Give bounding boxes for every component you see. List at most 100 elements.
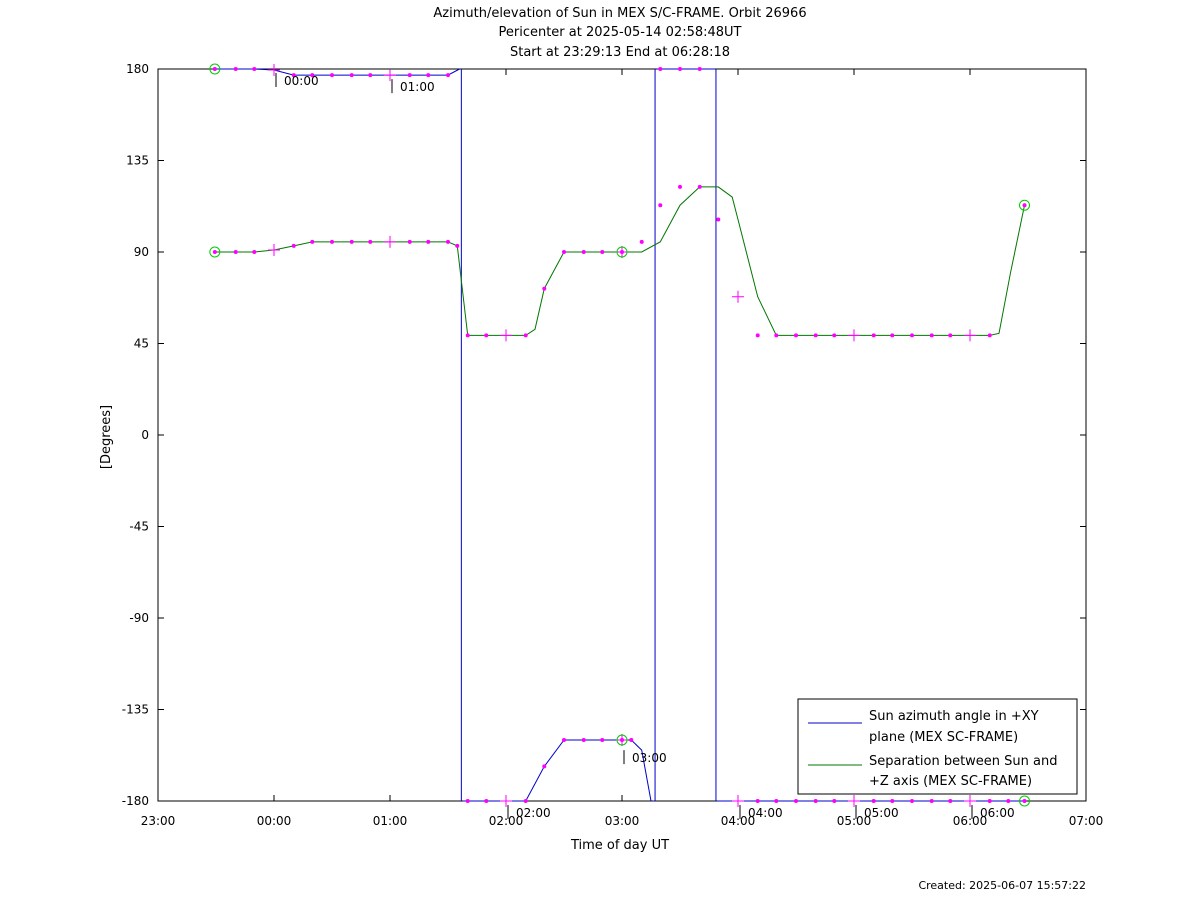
series-1-event-dot-1 [620, 250, 624, 254]
series-0-hour-marker-5 [848, 795, 860, 807]
series-0-point-18 [658, 67, 663, 71]
series-0-point-21 [755, 799, 760, 803]
series-0-event-dot-0 [212, 67, 217, 71]
created-footer: Created: 2025-06-07 15:57:22 [918, 879, 1086, 892]
x-tick-label-3: 02:00 [489, 814, 524, 828]
series-1-point-10 [455, 243, 460, 248]
x-tick-label-0: 23:00 [141, 814, 176, 828]
y-tick-label-0: 180 [126, 62, 149, 76]
series-0-hour-marker-0 [268, 64, 280, 77]
series-1-point-31 [929, 333, 934, 338]
series-0-point-30 [948, 799, 953, 803]
x-tick-label-2: 01:00 [373, 814, 408, 828]
series-0-point-27 [890, 799, 895, 803]
x-tick-label-5: 04:00 [721, 814, 756, 828]
y-tick-label-1: 135 [126, 154, 149, 168]
y-tick-label-3: 45 [134, 337, 149, 351]
series-0-point-11 [484, 799, 489, 803]
series-1-point-18 [639, 239, 644, 244]
time-annotation-label-0: 00:00 [284, 74, 319, 88]
series-0-event-circle-1 [616, 734, 628, 746]
legend-label-azimuth-line-1: Sun azimuth angle in +XY [869, 709, 1039, 724]
series-1-point-33 [987, 333, 992, 338]
series-1-event-circle-0 [209, 246, 221, 258]
time-annotation-label-4: 04:00 [748, 806, 783, 820]
series-1-point-20 [678, 184, 682, 189]
x-tick-label-1: 00:00 [257, 814, 292, 828]
series-1-point-14 [542, 286, 547, 291]
series-0-point-15 [581, 738, 586, 742]
y-tick-label-8: -180 [122, 794, 149, 808]
series-0-line-segment-0 [214, 68, 460, 76]
series-0-point-12 [523, 799, 528, 803]
y-tick-label-2: 90 [134, 245, 149, 259]
series-0-point-9 [446, 73, 450, 78]
series-1-point-27 [832, 333, 837, 338]
series-0-event-circle-0 [209, 63, 221, 75]
series-0-point-23 [794, 799, 798, 803]
y-tick-label-4: 0 [141, 428, 149, 442]
series-1-point-1 [252, 250, 257, 254]
series-0-point-6 [368, 73, 373, 78]
series-0-point-26 [871, 799, 876, 803]
series-1-point-26 [813, 333, 818, 338]
series-1-point-17 [600, 250, 605, 254]
series-0-point-29 [929, 799, 934, 803]
series-1-point-2 [291, 243, 296, 248]
series-1-point-8 [426, 239, 431, 244]
x-tick-label-4: 03:00 [605, 814, 640, 828]
y-tick-label-6: -90 [129, 611, 149, 625]
chart-title: Azimuth/elevation of Sun in MEX S/C-FRAM… [433, 6, 806, 60]
series-1-point-29 [890, 333, 895, 338]
series-0-line-segment-1 [463, 739, 652, 802]
series-1-point-21 [697, 184, 702, 189]
legend-label-separation-line-2: +Z axis (MEX SC-FRAME) [869, 774, 1032, 789]
series-0-point-32 [1006, 799, 1011, 803]
time-annotation-label-2: 02:00 [516, 806, 551, 820]
legend: Sun azimuth angle in +XY plane (MEX SC-F… [797, 698, 1078, 795]
series-0-point-8 [426, 73, 431, 78]
series-0-point-2 [291, 73, 296, 78]
series-1-line [214, 186, 1026, 336]
legend-label-separation-line-1: Separation between Sun and [869, 754, 1057, 769]
time-annotations: 00:00 01:00 02:00 03:00 04:00 05:00 06:00 [275, 73, 1015, 820]
y-axis-label: [Degrees] [99, 405, 114, 469]
series-1-point-15 [562, 250, 566, 254]
series-0-hour-marker-2 [500, 795, 512, 807]
series-1-point-24 [774, 333, 779, 338]
series-0-hour-marker-1 [384, 69, 396, 82]
series-1-event-circle-1 [616, 246, 628, 258]
series-0-point-3 [310, 73, 315, 78]
series-0-point-10 [465, 799, 470, 803]
x-tick-label-7: 06:00 [953, 814, 988, 828]
series-1-point-4 [330, 239, 334, 244]
series-0-hour-marker-4 [732, 795, 744, 807]
series-0-event-dot-2 [1022, 799, 1027, 803]
series-1-point-3 [310, 239, 315, 244]
series-1-hour-marker-4 [732, 290, 744, 303]
series-1-point-5 [349, 239, 354, 244]
series-0-point-31 [987, 799, 992, 803]
title-line-1: Azimuth/elevation of Sun in MEX S/C-FRAM… [433, 6, 806, 21]
series-0-point-25 [832, 799, 837, 803]
series-1-hour-marker-0 [268, 243, 280, 256]
series-1-point-23 [755, 333, 760, 338]
series-0-point-7 [407, 73, 412, 78]
series-1-point-30 [910, 333, 914, 338]
series-1-hour-marker-5 [848, 329, 860, 342]
series-1-point-0 [233, 250, 238, 254]
series-0-point-0 [233, 67, 238, 71]
series-0-point-4 [330, 73, 334, 78]
series-0-point-28 [910, 799, 914, 803]
x-tick-label-8: 07:00 [1069, 814, 1104, 828]
title-line-2: Pericenter at 2025-05-14 02:58:48UT [498, 25, 741, 40]
series-1-event-dot-2 [1022, 203, 1027, 208]
series-0-point-1 [252, 67, 257, 71]
series-0-point-14 [562, 738, 566, 742]
title-line-3: Start at 23:29:13 End at 06:28:18 [510, 45, 730, 60]
time-annotation-label-3: 03:00 [632, 751, 667, 765]
time-annotation-label-1: 01:00 [400, 80, 435, 94]
series-1-point-16 [581, 250, 586, 254]
series-1-point-6 [368, 239, 373, 244]
